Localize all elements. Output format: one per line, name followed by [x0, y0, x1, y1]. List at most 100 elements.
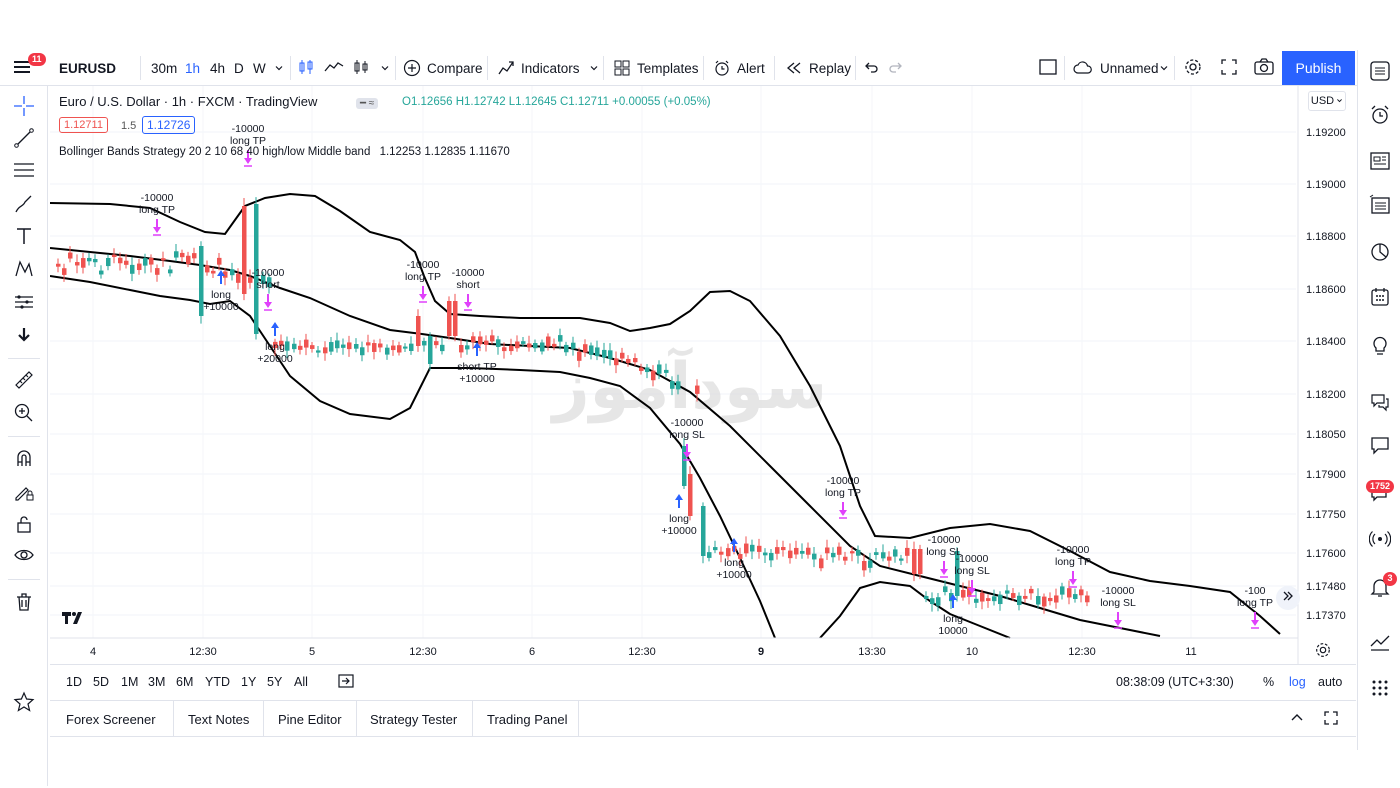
interval-1h[interactable]: 1h	[185, 60, 201, 76]
lock-drawing-mode[interactable]	[12, 482, 36, 506]
outer-band-line	[819, 580, 1011, 639]
replay-button[interactable]: Replay	[785, 50, 851, 86]
text-tool[interactable]	[12, 226, 36, 250]
buy-price-button[interactable]: 1.12726	[142, 116, 196, 134]
publish-button[interactable]: Publish	[1282, 51, 1355, 85]
horizontal-lines-tool[interactable]	[12, 160, 36, 184]
range-6m[interactable]: 6M	[176, 675, 194, 689]
zoom-in-tool[interactable]	[12, 403, 36, 427]
legend-toggle[interactable]: ━ ≈	[356, 94, 379, 109]
candle-body	[633, 358, 638, 363]
save-layout-button[interactable]: Unnamed	[1072, 50, 1159, 86]
tab-text-notes[interactable]: Text Notes	[188, 711, 250, 727]
symbol-search[interactable]: EURUSD	[59, 60, 117, 76]
trading-button[interactable]	[1368, 633, 1392, 657]
range-all[interactable]: All	[294, 675, 308, 689]
trade-signal: long+10000	[661, 494, 697, 537]
tab-pine-editor[interactable]: Pine Editor	[278, 711, 342, 727]
candle-body	[453, 301, 458, 336]
tab-trading-panel[interactable]: Trading Panel	[487, 711, 568, 727]
data-window-button[interactable]	[1368, 151, 1392, 175]
tab-strategy-tester[interactable]: Strategy Tester	[370, 711, 458, 727]
candle-body	[378, 343, 383, 348]
percent-scale-toggle[interactable]: %	[1263, 675, 1275, 689]
range-5d[interactable]: 5D	[93, 675, 109, 689]
chats-button[interactable]	[1368, 392, 1392, 416]
alert-button[interactable]: Alert	[713, 50, 765, 86]
range-3m[interactable]: 3M	[148, 675, 166, 689]
ruler-tool[interactable]	[12, 370, 36, 394]
candle-body	[465, 345, 470, 350]
economic-calendar-button[interactable]	[1368, 287, 1392, 311]
select-layout-button[interactable]	[1038, 50, 1058, 86]
time-tick-label: 11	[1185, 646, 1196, 658]
range-1m[interactable]: 1M	[121, 675, 139, 689]
symbol-title[interactable]: Euro / U.S. Dollar · 1h · FXCM · Trading…	[59, 94, 318, 109]
notifications-button[interactable]	[1368, 577, 1392, 601]
messages-button[interactable]	[1368, 435, 1392, 459]
snapshot-button[interactable]	[1253, 50, 1275, 86]
lock-all-drawings[interactable]	[12, 514, 36, 538]
fullscreen-button[interactable]	[1219, 50, 1239, 86]
currency-dropdown[interactable]: USD	[1308, 91, 1346, 111]
price-tick-label: 1.17900	[1306, 469, 1346, 481]
ideas-button[interactable]	[1368, 335, 1392, 359]
indicator-legend[interactable]: Bollinger Bands Strategy 20 2 10 68 40 h…	[59, 146, 510, 158]
trend-line-tool[interactable]	[12, 127, 36, 152]
layout-dropdown[interactable]	[1159, 50, 1169, 86]
range-5y[interactable]: 5Y	[267, 675, 283, 689]
redo-button[interactable]	[887, 50, 905, 86]
chart-type-dropdown[interactable]	[380, 50, 390, 86]
settings-button[interactable]	[1183, 50, 1203, 86]
favorites-button[interactable]	[12, 690, 36, 716]
alerts-panel-button[interactable]	[1368, 105, 1392, 129]
line-chart-type-button[interactable]	[324, 50, 344, 86]
maximize-panel-button[interactable]	[1323, 701, 1339, 737]
interval-30m[interactable]: 30m	[151, 60, 178, 76]
price-tick-label: 1.19000	[1306, 179, 1346, 191]
watchlist-button[interactable]	[1368, 60, 1392, 85]
indicators-button[interactable]: Indicators	[497, 50, 580, 86]
interval-w[interactable]: W	[253, 60, 266, 76]
brush-tool[interactable]	[12, 194, 36, 218]
more-widgets-button[interactable]	[1368, 678, 1392, 702]
clock-timezone[interactable]: 08:38:09 (UTC+3:30)	[1116, 675, 1234, 689]
prediction-tool[interactable]	[12, 292, 36, 316]
auto-scale-toggle[interactable]: auto	[1318, 675, 1343, 689]
compare-button[interactable]: Compare	[403, 50, 483, 86]
candle-body	[484, 340, 489, 345]
crosshair-tool[interactable]	[12, 95, 36, 120]
interval-dropdown[interactable]	[274, 50, 284, 86]
hotlist-button[interactable]	[1368, 194, 1392, 219]
interval-d[interactable]: D	[234, 60, 244, 76]
range-1y[interactable]: 1Y	[241, 675, 257, 689]
tab-forex-screener[interactable]: Forex Screener	[66, 711, 156, 727]
collapse-tools-button[interactable]	[12, 325, 36, 349]
indicators-dropdown[interactable]	[589, 50, 599, 86]
bars-chart-type-button[interactable]	[352, 50, 370, 86]
sell-price-button[interactable]: 1.12711	[59, 117, 108, 133]
goto-date-button[interactable]	[337, 673, 355, 692]
trade-signal: long+20000	[257, 322, 293, 365]
range-1d[interactable]: 1D	[66, 675, 82, 689]
log-scale-toggle[interactable]: log	[1289, 675, 1306, 689]
undo-button[interactable]	[862, 50, 880, 86]
chart-settings-button[interactable]	[1314, 641, 1334, 661]
hide-drawings-button[interactable]	[12, 545, 36, 569]
candle-body	[385, 347, 390, 355]
interval-4h[interactable]: 4h	[210, 60, 226, 76]
range-ytd[interactable]: YTD	[205, 675, 230, 689]
calendar-button[interactable]	[1368, 242, 1392, 266]
expand-panel-button[interactable]	[1289, 701, 1305, 737]
scroll-to-realtime-button[interactable]	[1276, 586, 1300, 610]
menu-button[interactable]	[12, 50, 34, 86]
remove-drawings-button[interactable]	[12, 592, 36, 616]
templates-button[interactable]: Templates	[613, 50, 699, 86]
pattern-tool[interactable]	[12, 259, 36, 283]
chart-pane[interactable]: سودآموز -10000 long TP -10000 long TP -10000…	[50, 86, 1356, 664]
tradingview-logo[interactable]	[60, 608, 86, 628]
live-streams-button[interactable]	[1368, 529, 1392, 553]
candles-chart-type-button[interactable]	[297, 50, 315, 86]
magnet-tool[interactable]	[12, 449, 36, 473]
